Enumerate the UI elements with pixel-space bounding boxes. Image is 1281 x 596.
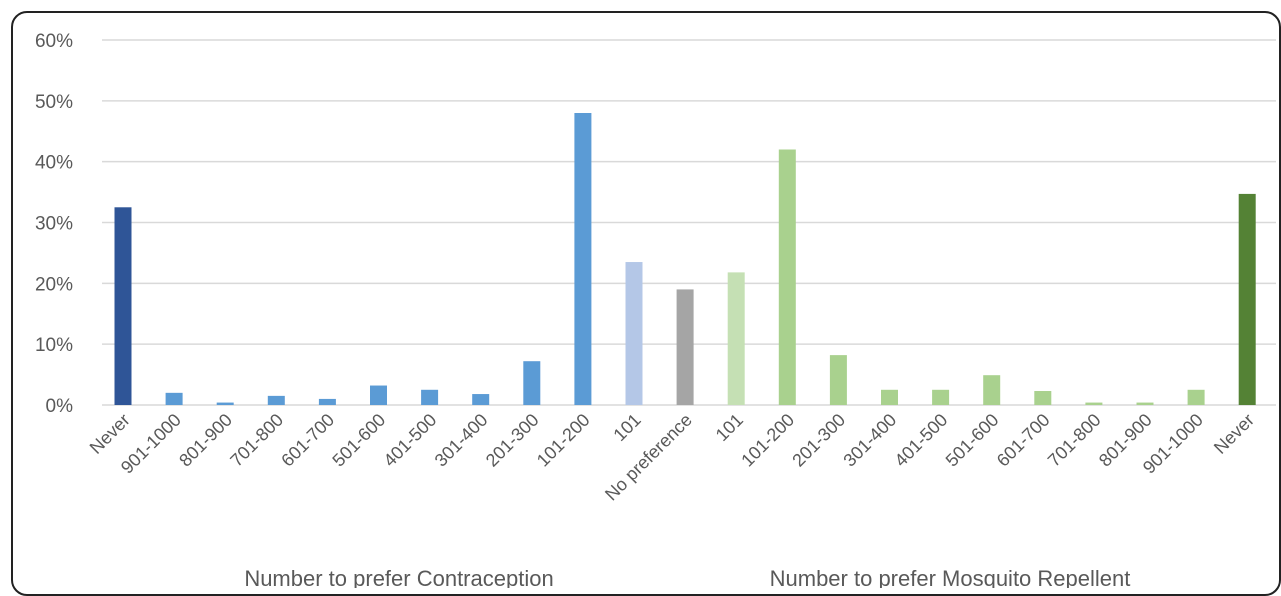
y-tick-label: 30% [35, 214, 73, 235]
bar [932, 389, 950, 405]
bar [829, 355, 847, 405]
bar [778, 149, 796, 405]
bar [421, 389, 439, 405]
group-label-contraception: Number to prefer Contraception [244, 566, 553, 588]
y-tick-label: 0% [46, 396, 74, 417]
bar [881, 389, 898, 405]
x-category-label: 701-800 [1044, 410, 1105, 471]
bar [267, 395, 285, 405]
x-category-label: 101 [712, 410, 747, 445]
gridlines [102, 39, 1276, 406]
bar [1085, 402, 1103, 405]
y-tick-label: 50% [35, 92, 73, 113]
x-category-label: Never [86, 410, 134, 458]
x-category-label: 301-400 [431, 410, 492, 471]
x-category-label: 401-500 [891, 410, 952, 471]
x-category-label: 501-600 [942, 410, 1003, 471]
bar [1136, 402, 1154, 405]
bar [1187, 389, 1205, 405]
bar [472, 394, 490, 405]
x-category-label: 301-400 [839, 410, 900, 471]
bar [165, 392, 183, 405]
bar [727, 272, 745, 405]
y-tick-label: 20% [35, 274, 73, 295]
x-category-label: 101 [609, 410, 644, 445]
bars [114, 113, 1256, 405]
y-tick-label: 40% [35, 153, 73, 174]
bar [114, 207, 132, 405]
y-tick-label: 60% [35, 31, 73, 52]
x-category-label: 601-700 [993, 410, 1054, 471]
x-category-label: 101-200 [737, 410, 798, 471]
x-category-label: 201-300 [788, 410, 849, 471]
bar [318, 398, 336, 405]
bar [216, 402, 234, 405]
y-axis-tick-labels: 0% 10% 20% 30% 40% 50% 60% [35, 31, 73, 417]
x-category-label: 501-600 [328, 410, 389, 471]
y-tick-label: 10% [35, 335, 73, 356]
x-category-label: 201-300 [482, 410, 543, 471]
x-category-label: 401-500 [380, 410, 441, 471]
x-axis-category-labels: Never901-1000801-900701-800601-700501-60… [86, 410, 1258, 505]
x-category-label: Never [1210, 410, 1258, 458]
x-category-label: 601-700 [277, 410, 338, 471]
bar [370, 385, 387, 405]
bar [983, 375, 1001, 405]
bar [1238, 193, 1256, 405]
bar [625, 262, 643, 405]
x-category-label: 701-800 [226, 410, 287, 471]
chart-frame: 0% 10% 20% 30% 40% 50% 60% Never 901-1000 801-90… [11, 11, 1281, 596]
bar-chart: 0% 10% 20% 30% 40% 50% 60% Never901-1000801-90… [35, 31, 1276, 588]
x-category-label: 801-900 [175, 410, 236, 471]
bar [574, 113, 592, 405]
x-category-label: 101-200 [533, 410, 594, 471]
bar [523, 361, 541, 405]
bar [676, 289, 694, 405]
group-label-mosquito-repellent: Number to prefer Mosquito Repellent [770, 566, 1131, 588]
bar [1034, 391, 1052, 405]
